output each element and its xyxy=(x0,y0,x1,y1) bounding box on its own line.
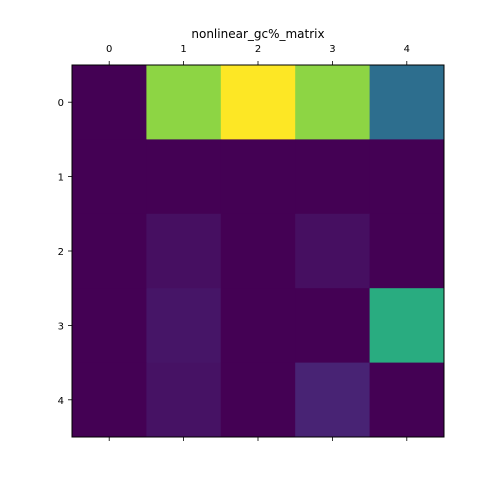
y-tick-label-3: 3 xyxy=(58,321,64,332)
heatmap-cell-r3-c0 xyxy=(72,288,147,363)
heatmap-cells xyxy=(72,65,445,438)
heatmap-cell-r4-c1 xyxy=(146,363,221,438)
y-tick-label-4: 4 xyxy=(58,396,64,407)
y-tick-label-2: 2 xyxy=(58,247,64,258)
heatmap-cell-r4-c0 xyxy=(72,363,147,438)
y-tick-label-0: 0 xyxy=(58,98,64,109)
heatmap-cell-r3-c4 xyxy=(370,288,445,363)
x-tick-label-2: 2 xyxy=(255,44,261,55)
heatmap-cell-r0-c3 xyxy=(295,65,370,140)
heatmap-cell-r3-c2 xyxy=(221,288,296,363)
y-tick-label-1: 1 xyxy=(58,173,64,184)
heatmap-cell-r1-c2 xyxy=(221,139,296,214)
heatmap-cell-r0-c0 xyxy=(72,65,147,140)
heatmap-cell-r2-c4 xyxy=(370,214,445,289)
heatmap-cell-r4-c2 xyxy=(221,363,296,438)
heatmap-cell-r2-c1 xyxy=(146,214,221,289)
heatmap-cell-r2-c3 xyxy=(295,214,370,289)
heatmap-cell-r1-c1 xyxy=(146,139,221,214)
heatmap-cell-r4-c4 xyxy=(370,363,445,438)
heatmap-cell-r3-c3 xyxy=(295,288,370,363)
heatmap-cell-r3-c1 xyxy=(146,288,221,363)
heatmap-cell-r2-c0 xyxy=(72,214,147,289)
heatmap-cell-r1-c3 xyxy=(295,139,370,214)
x-tick-label-1: 1 xyxy=(180,44,186,55)
heatmap-cell-r0-c1 xyxy=(146,65,221,140)
heatmap-cell-r2-c2 xyxy=(221,214,296,289)
x-tick-label-4: 4 xyxy=(404,44,410,55)
heatmap-cell-r4-c3 xyxy=(295,363,370,438)
x-tick-label-3: 3 xyxy=(329,44,335,55)
chart-title: nonlinear_gc%_matrix xyxy=(191,27,324,41)
heatmap-cell-r0-c4 xyxy=(370,65,445,140)
heatmap-cell-r1-c0 xyxy=(72,139,147,214)
x-tick-label-0: 0 xyxy=(106,44,112,55)
y-axis-ticks: 0 1 2 3 4 xyxy=(58,98,72,407)
heatmap-cell-r0-c2 xyxy=(221,65,296,140)
heatmap-cell-r1-c4 xyxy=(370,139,445,214)
